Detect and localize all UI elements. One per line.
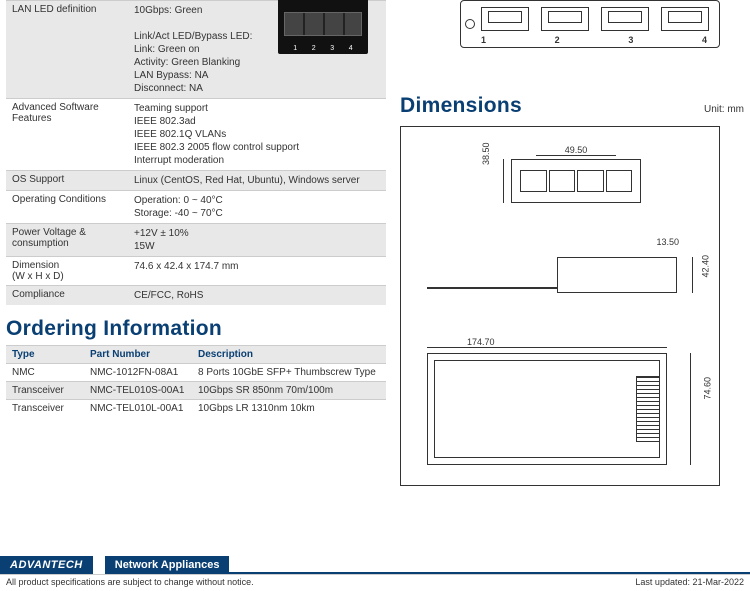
ord-col-pn: Part Number xyxy=(84,346,192,364)
footer-category: Network Appliances xyxy=(105,556,230,574)
ord-cell: Transceiver xyxy=(6,382,84,400)
ord-col-desc: Description xyxy=(192,346,386,364)
spec-val: Teaming support IEEE 802.3ad IEEE 802.1Q… xyxy=(134,103,299,166)
port-num: 3 xyxy=(330,45,334,52)
dim-w: 49.50 xyxy=(565,145,588,155)
dim-h: 38.50 xyxy=(481,142,491,165)
port-num: 2 xyxy=(555,35,560,45)
dimensions-unit: Unit: mm xyxy=(704,104,744,115)
port-num: 1 xyxy=(481,35,486,45)
dimensions-heading: Dimensions xyxy=(400,94,522,118)
dim-t: 13.50 xyxy=(656,237,679,247)
product-photo: 1 2 3 4 xyxy=(278,0,368,54)
port-num: 3 xyxy=(628,35,633,45)
dimensions-drawing: 49.50 38.50 13.50 42.40 174.70 74.60 xyxy=(400,126,720,486)
spec-key: Operating Conditions xyxy=(12,194,106,205)
ord-cell: 8 Ports 10GbE SFP+ Thumbscrew Type xyxy=(192,364,386,382)
page-footer: ADVANTECH Network Appliances All product… xyxy=(0,556,750,591)
ord-cell: NMC-TEL010S-00A1 xyxy=(84,382,192,400)
spec-val: Operation: 0 ~ 40°C Storage: -40 ~ 70°C xyxy=(134,195,223,219)
spec-val: 10Gbps: Green Link/Act LED/Bypass LED: L… xyxy=(134,5,252,94)
ord-cell: NMC xyxy=(6,364,84,382)
ord-cell: Transceiver xyxy=(6,400,84,418)
brand-logo: ADVANTECH xyxy=(0,556,93,574)
port-num: 2 xyxy=(312,45,316,52)
spec-val: +12V ± 10% 15W xyxy=(134,228,189,252)
port-num: 4 xyxy=(349,45,353,52)
ordering-heading: Ordering Information xyxy=(6,317,386,341)
front-port-drawing: 1 2 3 4 xyxy=(460,0,720,48)
ord-cell: 10Gbps SR 850nm 70m/100m xyxy=(192,382,386,400)
dim-width: 74.60 xyxy=(703,377,713,400)
spec-key: Compliance xyxy=(12,289,65,300)
port-num: 4 xyxy=(702,35,707,45)
ord-cell: NMC-TEL010L-00A1 xyxy=(84,400,192,418)
dim-side-h: 42.40 xyxy=(701,255,711,278)
ord-cell: NMC-1012FN-08A1 xyxy=(84,364,192,382)
ord-col-type: Type xyxy=(6,346,84,364)
spec-val: 74.6 x 42.4 x 174.7 mm xyxy=(134,261,239,272)
spec-val: Linux (CentOS, Red Hat, Ubuntu), Windows… xyxy=(134,175,360,186)
spec-key: Advanced Software Features xyxy=(12,102,99,124)
spec-key: OS Support xyxy=(12,174,64,185)
spec-key: Power Voltage & consumption xyxy=(12,227,86,249)
ordering-table: Type Part Number Description NMC NMC-101… xyxy=(6,345,386,417)
port-num: 1 xyxy=(293,45,297,52)
spec-key: LAN LED definition xyxy=(12,4,97,15)
footer-updated: Last updated: 21-Mar-2022 xyxy=(635,577,744,587)
spec-key: Dimension (W x H x D) xyxy=(12,260,64,282)
dim-depth: 174.70 xyxy=(467,337,495,347)
spec-val: CE/FCC, RoHS xyxy=(134,290,203,301)
footer-disclaimer: All product specifications are subject t… xyxy=(6,577,254,587)
ord-cell: 10Gbps LR 1310nm 10km xyxy=(192,400,386,418)
